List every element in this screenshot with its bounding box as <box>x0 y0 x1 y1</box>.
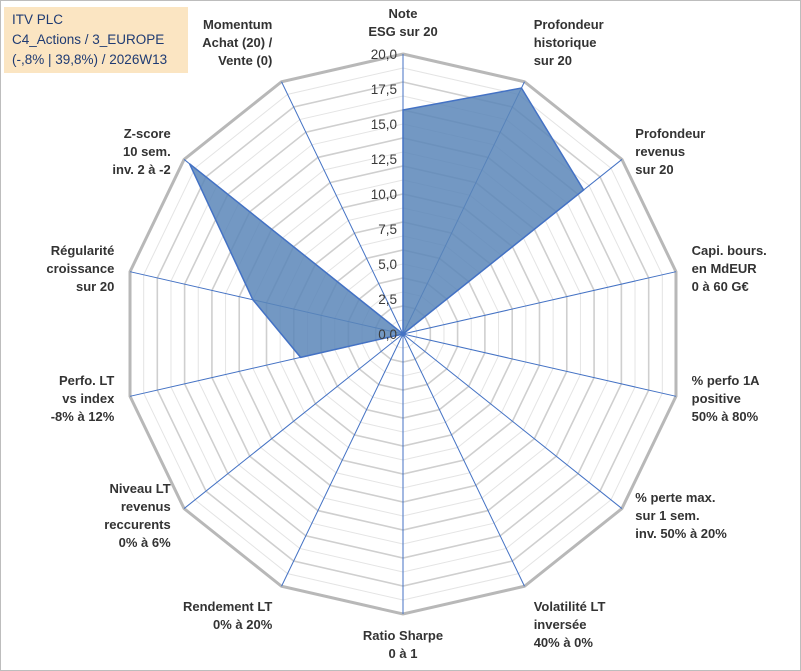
axis-label: sur 1 sem. <box>635 508 699 523</box>
axis-label: 0 à 1 <box>389 646 418 661</box>
axis-label: croissance <box>46 261 114 276</box>
axis-label: revenus <box>121 499 171 514</box>
tick-label: 20,0 <box>371 47 397 62</box>
axis-label: Régularité <box>51 243 115 258</box>
axis-label: sur 20 <box>534 53 572 68</box>
company-name: ITV PLC <box>12 12 64 27</box>
axis-spoke <box>281 81 404 335</box>
axis-label: Ratio Sharpe <box>363 628 443 643</box>
axis-label: 0 à 60 G€ <box>692 279 749 294</box>
axis-label: 0% à 6% <box>119 535 171 550</box>
axis-label: 40% à 0% <box>534 635 594 650</box>
axis-spoke <box>402 271 677 335</box>
axis-label: en MdEUR <box>692 261 758 276</box>
axis-label: Profondeur <box>635 126 705 141</box>
tick-label: 12,5 <box>371 152 397 167</box>
axis-spoke <box>402 333 623 509</box>
axis-label: Note <box>389 6 418 21</box>
axis-spoke <box>183 333 404 509</box>
axis-label: 0% à 20% <box>213 617 273 632</box>
axis-label: 50% à 80% <box>692 409 759 424</box>
legend-title-box: ITV PLC C4_Actions / 3_EUROPE (-,8% | 39… <box>4 7 188 73</box>
axis-label: vs index <box>62 391 115 406</box>
axis-label: inversée <box>534 617 587 632</box>
axis-label: Rendement LT <box>183 599 272 614</box>
axis-label: Z-score <box>124 126 171 141</box>
axis-label: Volatilité LT <box>534 599 606 614</box>
axis-label: reccurents <box>104 517 170 532</box>
axis-spoke <box>402 333 525 587</box>
period-label: (-,8% | 39,8%) / 2026W13 <box>12 52 168 67</box>
axis-spoke <box>402 333 677 397</box>
axis-label: sur 20 <box>635 162 673 177</box>
axis-label: 10 sem. <box>123 144 171 159</box>
axis-labels: Note ESG sur 20 Profondeur historique sur 20… <box>46 6 766 661</box>
tick-label: 15,0 <box>371 117 397 132</box>
tick-label: 5,0 <box>378 257 397 272</box>
tick-label: 0,0 <box>378 327 397 342</box>
axis-label: Capi. bours. <box>692 243 767 258</box>
tick-label: 7,5 <box>378 222 397 237</box>
axis-label: sur 20 <box>76 279 114 294</box>
axis-label: Profondeur <box>534 17 604 32</box>
axis-label: inv. 50% à 20% <box>635 526 727 541</box>
axis-label: inv. 2 à -2 <box>112 162 170 177</box>
axis-label: Perfo. LT <box>59 373 114 388</box>
axis-label: Momentum <box>203 17 272 32</box>
axis-label: historique <box>534 35 597 50</box>
axis-spoke <box>281 333 404 587</box>
category-label: C4_Actions / 3_EUROPE <box>12 32 165 47</box>
radar-series <box>188 87 585 359</box>
axis-label: Achat (20) / <box>202 35 272 50</box>
axis-label: revenus <box>635 144 685 159</box>
axis-label: Niveau LT <box>110 481 171 496</box>
axis-label: Vente (0) <box>218 53 272 68</box>
axis-label: -8% à 12% <box>51 409 115 424</box>
axis-label: % perfo 1A <box>692 373 761 388</box>
radial-tick-labels: 0,0 2,5 5,0 7,5 10,0 12,5 15,0 17,5 20,0 <box>371 47 397 342</box>
tick-label: 10,0 <box>371 187 397 202</box>
axis-label: positive <box>692 391 741 406</box>
axis-label: ESG sur 20 <box>368 24 437 39</box>
tick-label: 17,5 <box>371 82 397 97</box>
tick-label: 2,5 <box>378 292 397 307</box>
axis-label: % perte max. <box>635 490 715 505</box>
